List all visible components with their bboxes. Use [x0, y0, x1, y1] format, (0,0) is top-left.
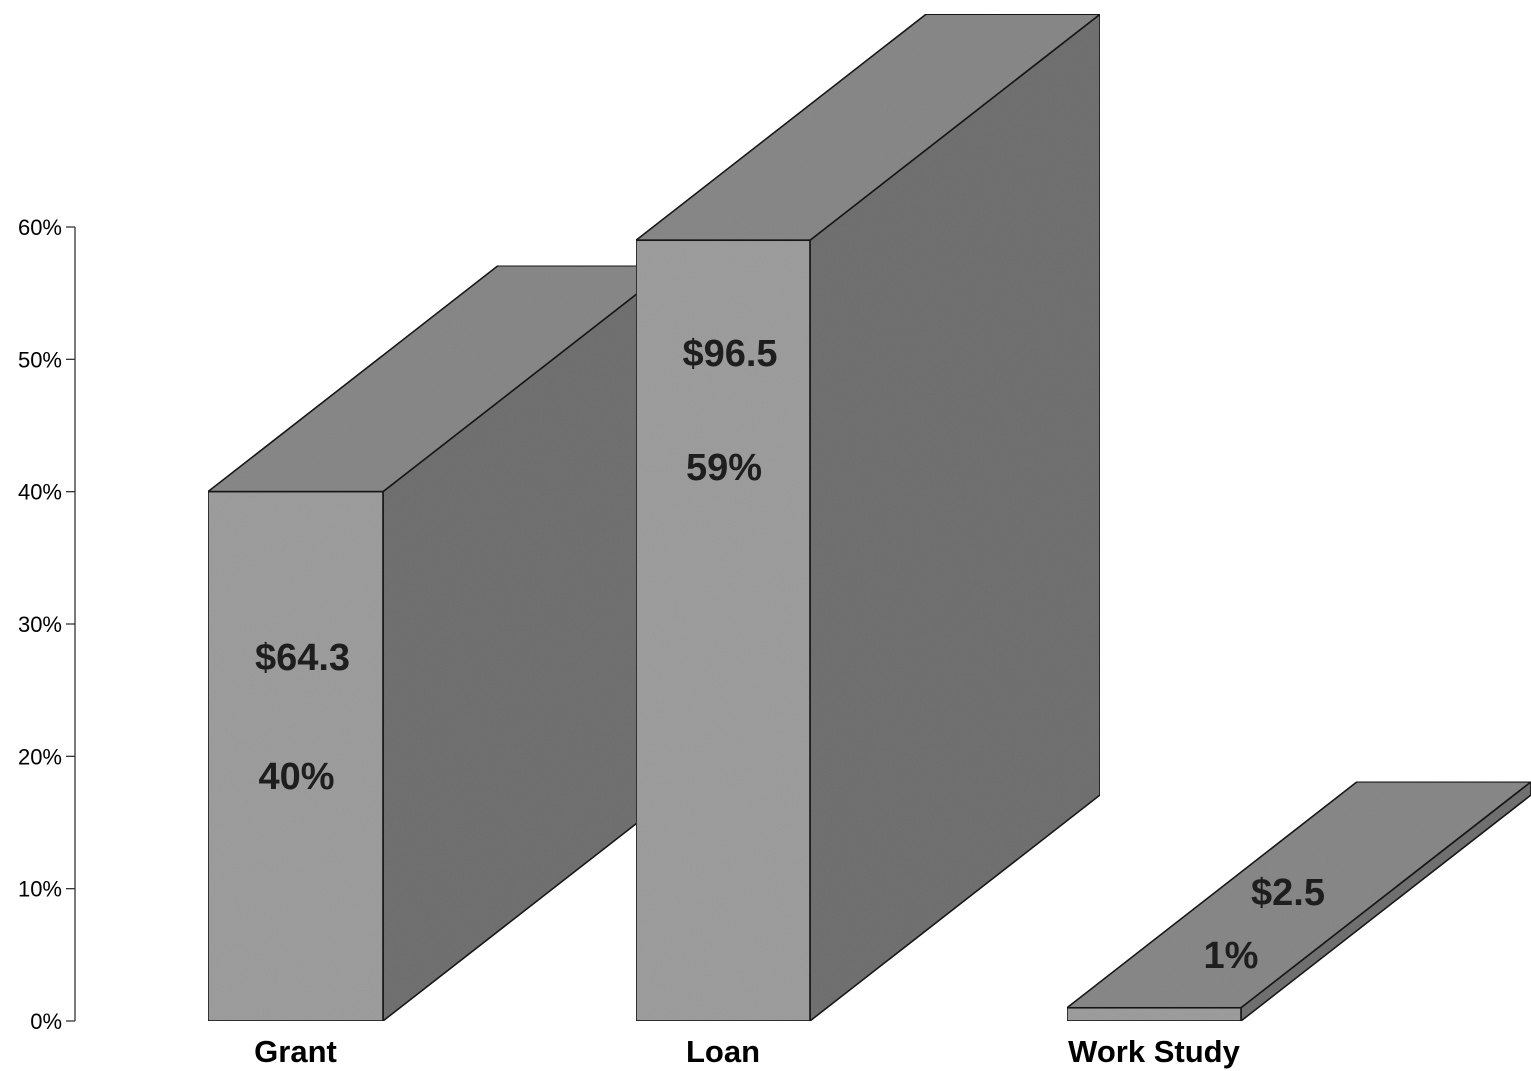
bar-front-face — [1066, 1006, 1242, 1022]
category-label: Work Study — [1068, 1034, 1240, 1069]
y-tick-label: 40% — [18, 480, 62, 505]
y-tick-label: 60% — [18, 215, 62, 240]
percent-label: 40% — [258, 756, 334, 798]
y-axis: 0% 10% 20% 30% 40% 50% 60% — [18, 215, 76, 1034]
y-tick-label: 30% — [18, 612, 62, 637]
y-tick-label: 50% — [18, 347, 62, 372]
bar-loan — [635, 13, 1101, 1022]
category-label: Loan — [686, 1034, 760, 1069]
bar-work-study — [1066, 780, 1531, 1022]
bar-front-face — [207, 490, 384, 1022]
amount-label: $64.3 — [255, 637, 350, 679]
percent-label: 59% — [686, 447, 762, 489]
category-label: Grant — [254, 1034, 337, 1069]
bars — [207, 13, 1531, 1022]
y-tick-label: 0% — [30, 1009, 62, 1034]
percent-label: 1% — [1204, 935, 1259, 977]
amount-label: $96.5 — [682, 333, 777, 375]
labels: Grant $64.3 40% Loan $96.5 59% Work Study $2.5 1… — [254, 333, 1325, 1069]
bar-front-face — [635, 239, 811, 1022]
amount-label: $2.5 — [1251, 872, 1325, 914]
bar-grant — [207, 264, 674, 1022]
y-tick-label: 20% — [18, 744, 62, 769]
y-tick-label: 10% — [18, 877, 62, 902]
